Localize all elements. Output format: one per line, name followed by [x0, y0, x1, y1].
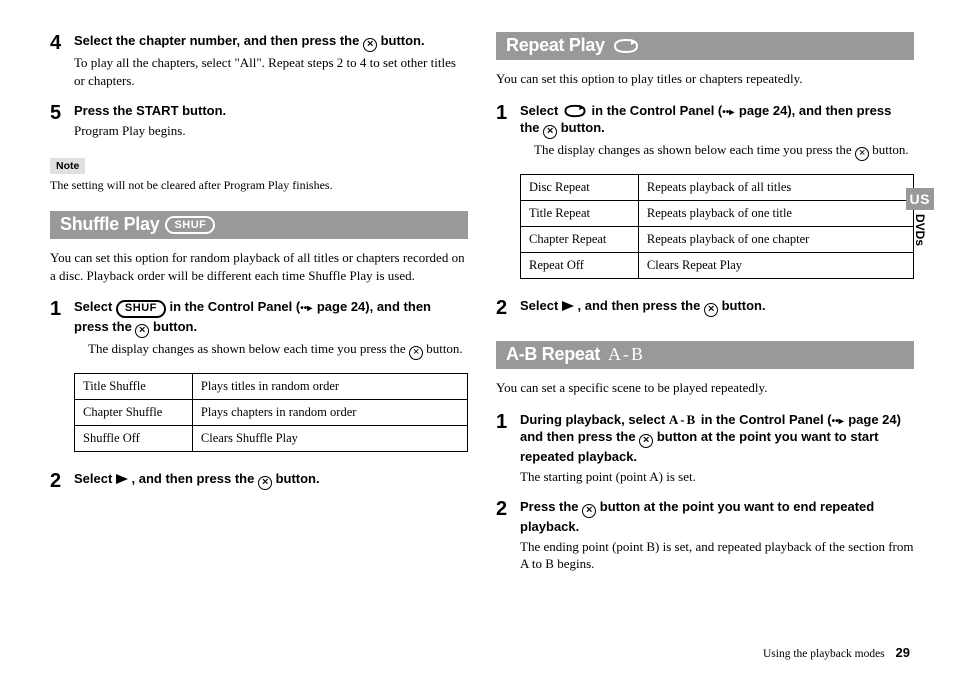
ab-repeat-heading: A-B Repeat A-B [496, 341, 914, 369]
section-tab: DVDs [913, 214, 927, 246]
left-column: 4 Select the chapter number, and then pr… [50, 32, 468, 586]
shuf-badge-icon: SHUF [165, 216, 215, 234]
table-row: Disc RepeatRepeats playback of all title… [521, 175, 914, 201]
step-number: 1 [496, 103, 516, 165]
step-number: 5 [50, 103, 70, 142]
ref-arrow-icon: ••▸ [300, 302, 312, 316]
shuffle-play-heading: Shuffle Play SHUF [50, 211, 468, 239]
step-number: 1 [496, 412, 516, 489]
step-description: To play all the chapters, select "All". … [74, 54, 468, 89]
footer-label: Using the playback modes [763, 648, 885, 660]
x-button-icon [639, 434, 653, 448]
table-row: Chapter RepeatRepeats playback of one ch… [521, 227, 914, 253]
heading-text: A-B Repeat [506, 344, 600, 365]
step-description: The display changes as shown below each … [74, 340, 468, 360]
step-description: The display changes as shown below each … [520, 141, 914, 161]
note-label: Note [50, 158, 85, 174]
table-row: Chapter ShufflePlays chapters in random … [75, 399, 468, 425]
step-title: Select SHUF in the Control Panel (••▸ pa… [74, 298, 468, 337]
ab-step-1: 1 During playback, select A-B in the Con… [496, 411, 914, 489]
repeat-step-1: 1 Select in the Control Panel (••▸ page … [496, 102, 914, 165]
repeat-loop-icon [562, 104, 588, 118]
ab-intro: You can set a specific scene to be playe… [496, 379, 914, 397]
table-row: Title RepeatRepeats playback of one titl… [521, 201, 914, 227]
table-row: Repeat OffClears Repeat Play [521, 253, 914, 279]
shuf-badge-icon: SHUF [116, 300, 166, 318]
step-description: The starting point (point A) is set. [520, 468, 914, 486]
x-button-icon [363, 38, 377, 52]
step-number: 2 [496, 298, 516, 319]
step-title: Select the chapter number, and then pres… [74, 32, 468, 52]
heading-text: Repeat Play [506, 35, 605, 56]
right-column: Repeat Play You can set this option to p… [496, 32, 914, 586]
side-tab: US DVDs [906, 188, 934, 246]
note-block: Note The setting will not be cleared aft… [50, 152, 468, 193]
page-number: 29 [896, 645, 910, 660]
x-button-icon [409, 346, 423, 360]
x-button-icon [543, 125, 557, 139]
x-button-icon [135, 324, 149, 338]
shuffle-table: Title ShufflePlays titles in random orde… [74, 373, 468, 452]
x-button-icon [704, 303, 718, 317]
ab-badge: A-B [608, 344, 645, 365]
step-number: 2 [50, 471, 70, 492]
page-footer: Using the playback modes 29 [763, 645, 910, 660]
play-icon [562, 301, 574, 311]
step-description: The ending point (point B) is set, and r… [520, 538, 914, 573]
step-title: Press the button at the point you want t… [520, 498, 914, 536]
step-title: Press the START button. [74, 102, 468, 120]
step-title: Select , and then press the button. [520, 297, 914, 317]
ab-step-2: 2 Press the button at the point you want… [496, 498, 914, 576]
region-tab: US [906, 188, 934, 210]
table-row: Title ShufflePlays titles in random orde… [75, 373, 468, 399]
step-title: During playback, select A-B in the Contr… [520, 411, 914, 466]
shuffle-intro: You can set this option for random playb… [50, 249, 468, 284]
step-title: Select , and then press the button. [74, 470, 468, 490]
step-4: 4 Select the chapter number, and then pr… [50, 32, 468, 92]
step-number: 4 [50, 33, 70, 92]
ref-arrow-icon: ••▸ [832, 415, 844, 429]
heading-text: Shuffle Play [60, 214, 159, 235]
page-body: 4 Select the chapter number, and then pr… [0, 0, 954, 606]
shuffle-step-2: 2 Select , and then press the button. [50, 470, 468, 492]
step-number: 2 [496, 499, 516, 576]
shuffle-step-1: 1 Select SHUF in the Control Panel (••▸ … [50, 298, 468, 362]
repeat-intro: You can set this option to play titles o… [496, 70, 914, 88]
play-icon [116, 474, 128, 484]
step-5: 5 Press the START button. Program Play b… [50, 102, 468, 142]
ref-arrow-icon: ••▸ [722, 106, 734, 120]
repeat-step-2: 2 Select , and then press the button. [496, 297, 914, 319]
repeat-table: Disc RepeatRepeats playback of all title… [520, 174, 914, 279]
step-description: Program Play begins. [74, 122, 468, 140]
x-button-icon [258, 476, 272, 490]
x-button-icon [855, 147, 869, 161]
repeat-loop-icon [611, 38, 641, 54]
repeat-play-heading: Repeat Play [496, 32, 914, 60]
step-number: 1 [50, 299, 70, 362]
note-text: The setting will not be cleared after Pr… [50, 178, 468, 193]
step-title: Select in the Control Panel (••▸ page 24… [520, 102, 914, 140]
ab-inline-icon: A-B [669, 412, 697, 427]
table-row: Shuffle OffClears Shuffle Play [75, 425, 468, 451]
x-button-icon [582, 504, 596, 518]
